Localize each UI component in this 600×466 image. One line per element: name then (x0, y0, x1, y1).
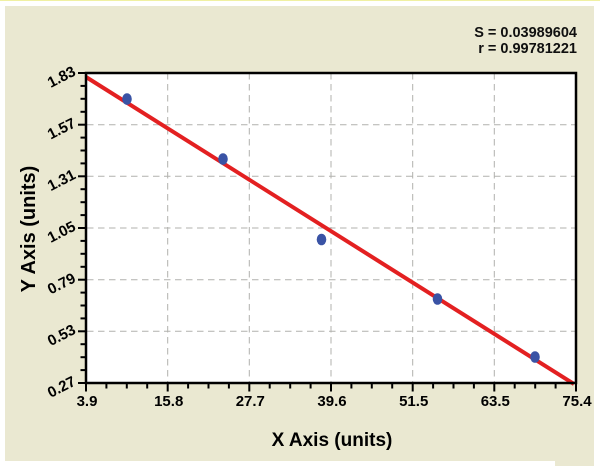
svg-text:75.4: 75.4 (562, 393, 592, 410)
svg-text:39.6: 39.6 (317, 393, 346, 410)
svg-text:51.5: 51.5 (399, 393, 428, 410)
svg-text:Y Axis (units): Y Axis (units) (18, 166, 40, 293)
svg-text:63.5: 63.5 (481, 393, 510, 410)
svg-text:27.7: 27.7 (236, 393, 265, 410)
svg-text:X Axis (units): X Axis (units) (272, 430, 393, 451)
svg-text:3.9: 3.9 (77, 393, 98, 410)
svg-text:15.8: 15.8 (154, 393, 183, 410)
svg-text:r = 0.99781221: r = 0.99781221 (478, 41, 577, 57)
svg-text:S = 0.03989604: S = 0.03989604 (474, 25, 577, 41)
